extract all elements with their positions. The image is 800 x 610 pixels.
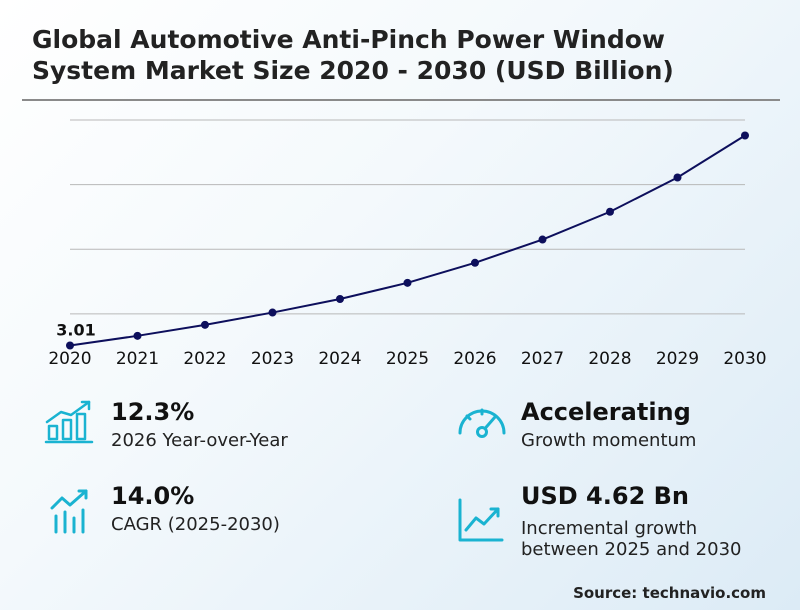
x-tick-label: 2028 [588, 349, 631, 369]
data-point [201, 320, 209, 329]
trend-chart-icon [458, 498, 504, 542]
data-point [538, 235, 547, 244]
gauge-icon [458, 408, 506, 438]
trend-bars-icon [50, 489, 88, 534]
x-tick-label: 2029 [656, 349, 699, 369]
x-tick-label: 2020 [48, 349, 91, 369]
line-chart: 2020 2021 2022 2023 2024 2025 2026 2027 2028 2029… [48, 119, 767, 369]
bar-growth-icon [44, 400, 94, 444]
source-credit: Source: technavio.com [573, 584, 766, 602]
data-point [606, 207, 614, 216]
stat-momentum-value: Accelerating [521, 398, 691, 426]
x-tick-label: 2021 [116, 349, 159, 369]
stat-yoy-label: 2026 Year-over-Year [111, 430, 288, 451]
x-tick-label: 2022 [183, 349, 226, 369]
x-tick-label: 2025 [386, 349, 429, 369]
data-point [741, 131, 749, 140]
stat-incremental-label-1: Incremental growth [521, 518, 698, 539]
data-point [66, 341, 74, 350]
stat-cagr: 14.0% CAGR (2025-2030) [111, 482, 280, 535]
title-divider [22, 99, 780, 101]
data-point [133, 331, 142, 340]
stat-incremental-value: USD 4.62 Bn [521, 482, 689, 510]
x-tick-label: 2030 [723, 349, 766, 369]
x-tick-label: 2024 [318, 349, 361, 369]
stat-cagr-label: CAGR (2025-2030) [111, 514, 280, 535]
stat-yoy: 12.3% 2026 Year-over-Year [111, 398, 288, 451]
stat-momentum-label: Growth momentum [521, 430, 697, 451]
data-label: 3.01 [56, 321, 95, 340]
data-point [336, 294, 344, 303]
stat-incremental: USD 4.62 Bn Incremental growth between 2… [521, 482, 741, 560]
data-point [673, 173, 682, 182]
data-point [471, 258, 479, 267]
stat-incremental-label-2: between 2025 and 2030 [521, 539, 742, 560]
stat-yoy-value: 12.3% [111, 398, 195, 426]
stat-momentum: Accelerating Growth momentum [521, 398, 696, 451]
stat-cagr-value: 14.0% [111, 482, 195, 510]
chart-title: Global Automotive Anti-Pinch Power Windo… [32, 25, 674, 85]
x-tick-label: 2027 [521, 349, 564, 369]
x-tick-label: 2026 [453, 349, 496, 369]
x-tick-label: 2023 [251, 349, 294, 369]
data-point [268, 308, 277, 317]
data-point [403, 278, 412, 287]
